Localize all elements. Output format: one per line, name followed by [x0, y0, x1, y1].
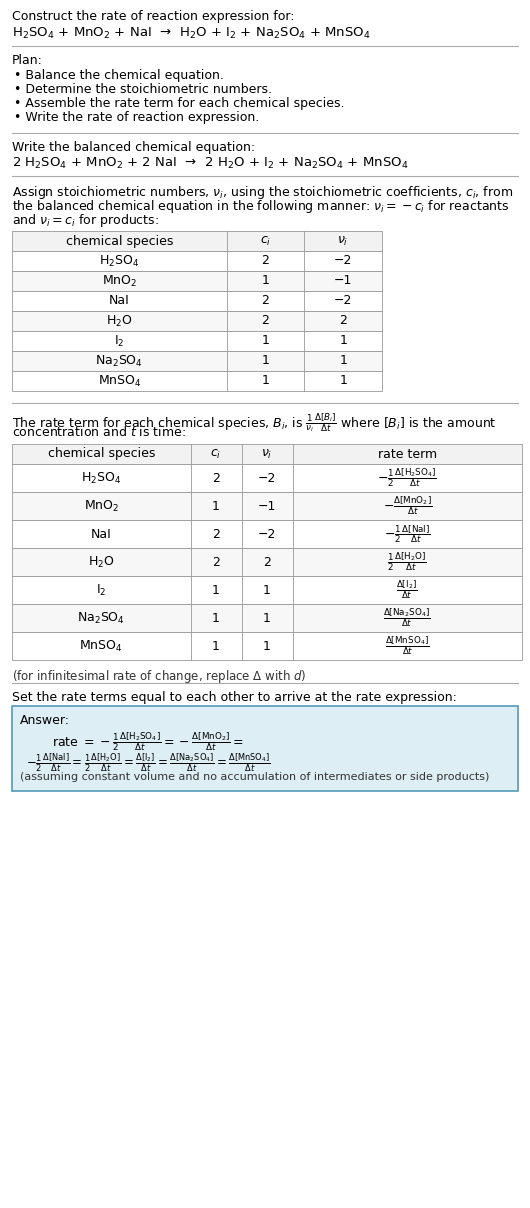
Bar: [12, 519, 522, 548]
Text: H$_2$O: H$_2$O: [88, 554, 114, 569]
Bar: [12, 291, 382, 310]
Text: $\nu_i$: $\nu_i$: [338, 234, 349, 248]
Text: 2: 2: [263, 556, 271, 569]
Text: 1: 1: [263, 611, 271, 625]
Text: 1: 1: [339, 335, 347, 348]
Text: MnSO$_4$: MnSO$_4$: [80, 639, 123, 654]
Text: MnO$_2$: MnO$_2$: [102, 273, 137, 289]
Bar: [12, 632, 522, 660]
Text: −1: −1: [258, 499, 276, 512]
Text: rate $= -\frac{1}{2}\frac{\Delta[\mathrm{H_2SO_4}]}{\Delta t} = -\frac{\Delta[\m: rate $= -\frac{1}{2}\frac{\Delta[\mathrm…: [52, 730, 244, 753]
Text: Na$_2$SO$_4$: Na$_2$SO$_4$: [95, 354, 143, 368]
Text: $\frac{\Delta[\mathrm{Na_2SO_4}]}{\Delta t}$: $\frac{\Delta[\mathrm{Na_2SO_4}]}{\Delta…: [383, 606, 431, 629]
Text: 1: 1: [261, 274, 269, 288]
Text: $c_i$: $c_i$: [210, 447, 222, 460]
Bar: [12, 310, 382, 331]
Text: 2: 2: [261, 295, 269, 308]
Text: Answer:: Answer:: [20, 714, 70, 727]
Bar: [12, 445, 522, 464]
Text: −2: −2: [334, 295, 352, 308]
Text: 1: 1: [339, 354, 347, 367]
Text: • Write the rate of reaction expression.: • Write the rate of reaction expression.: [14, 111, 259, 124]
Text: 1: 1: [212, 583, 220, 597]
Text: $-\frac{1}{2}\frac{\Delta[\mathrm{H_2SO_4}]}{\Delta t}$: $-\frac{1}{2}\frac{\Delta[\mathrm{H_2SO_…: [377, 466, 437, 489]
Text: $\frac{\Delta[\mathrm{MnSO_4}]}{\Delta t}$: $\frac{\Delta[\mathrm{MnSO_4}]}{\Delta t…: [385, 634, 429, 657]
Text: 1: 1: [261, 374, 269, 388]
Text: Write the balanced chemical equation:: Write the balanced chemical equation:: [12, 141, 255, 153]
Text: • Assemble the rate term for each chemical species.: • Assemble the rate term for each chemic…: [14, 97, 344, 110]
Text: MnSO$_4$: MnSO$_4$: [98, 373, 141, 389]
Text: $\nu_i$: $\nu_i$: [261, 447, 273, 460]
Text: I$_2$: I$_2$: [114, 333, 125, 349]
Text: H$_2$SO$_4$: H$_2$SO$_4$: [99, 254, 139, 268]
Text: Construct the rate of reaction expression for:: Construct the rate of reaction expressio…: [12, 10, 295, 23]
Bar: [12, 231, 382, 251]
Text: −1: −1: [334, 274, 352, 288]
Text: Set the rate terms equal to each other to arrive at the rate expression:: Set the rate terms equal to each other t…: [12, 691, 457, 704]
Text: • Determine the stoichiometric numbers.: • Determine the stoichiometric numbers.: [14, 83, 272, 95]
Text: −2: −2: [258, 528, 276, 540]
Bar: [12, 604, 522, 632]
Text: H$_2$SO$_4$: H$_2$SO$_4$: [81, 470, 121, 486]
Text: chemical species: chemical species: [66, 234, 173, 248]
Text: 2: 2: [212, 556, 220, 569]
Text: concentration and $t$ is time:: concentration and $t$ is time:: [12, 425, 186, 439]
Text: −2: −2: [334, 255, 352, 267]
Text: the balanced chemical equation in the following manner: $\nu_i = -c_i$ for react: the balanced chemical equation in the fo…: [12, 198, 509, 215]
Text: (assuming constant volume and no accumulation of intermediates or side products): (assuming constant volume and no accumul…: [20, 772, 489, 782]
Bar: [12, 464, 522, 492]
Text: rate term: rate term: [378, 447, 437, 460]
Text: 2: 2: [212, 471, 220, 484]
Bar: [12, 705, 518, 791]
Text: Assign stoichiometric numbers, $\nu_i$, using the stoichiometric coefficients, $: Assign stoichiometric numbers, $\nu_i$, …: [12, 184, 513, 201]
Bar: [12, 492, 522, 519]
Bar: [12, 576, 522, 604]
Text: $\frac{\Delta[\mathrm{I_2}]}{\Delta t}$: $\frac{\Delta[\mathrm{I_2}]}{\Delta t}$: [396, 579, 418, 602]
Text: 1: 1: [339, 374, 347, 388]
Text: −2: −2: [258, 471, 276, 484]
Text: Na$_2$SO$_4$: Na$_2$SO$_4$: [77, 610, 125, 626]
Text: 2: 2: [261, 255, 269, 267]
Text: 1: 1: [212, 611, 220, 625]
Text: 1: 1: [212, 499, 220, 512]
Text: H$_2$O: H$_2$O: [106, 313, 132, 329]
Text: 1: 1: [263, 639, 271, 652]
Text: 1: 1: [212, 639, 220, 652]
Text: 2 H$_2$SO$_4$ + MnO$_2$ + 2 NaI  →  2 H$_2$O + I$_2$ + Na$_2$SO$_4$ + MnSO$_4$: 2 H$_2$SO$_4$ + MnO$_2$ + 2 NaI → 2 H$_2…: [12, 156, 409, 172]
Text: NaI: NaI: [109, 295, 130, 308]
Text: (for infinitesimal rate of change, replace Δ with $d$): (for infinitesimal rate of change, repla…: [12, 668, 306, 685]
Bar: [12, 331, 382, 352]
Text: H$_2$SO$_4$ + MnO$_2$ + NaI  →  H$_2$O + I$_2$ + Na$_2$SO$_4$ + MnSO$_4$: H$_2$SO$_4$ + MnO$_2$ + NaI → H$_2$O + I…: [12, 27, 370, 41]
Text: and $\nu_i = c_i$ for products:: and $\nu_i = c_i$ for products:: [12, 211, 159, 230]
Bar: [12, 251, 382, 271]
Text: 2: 2: [212, 528, 220, 540]
Text: $-\frac{1}{2}\frac{\Delta[\mathrm{NaI}]}{\Delta t} = \frac{1}{2}\frac{\Delta[\ma: $-\frac{1}{2}\frac{\Delta[\mathrm{NaI}]}…: [26, 753, 271, 774]
Text: 2: 2: [261, 314, 269, 327]
Text: chemical species: chemical species: [48, 447, 155, 460]
Text: 1: 1: [263, 583, 271, 597]
Text: 1: 1: [261, 354, 269, 367]
Text: • Balance the chemical equation.: • Balance the chemical equation.: [14, 69, 224, 82]
Text: $c_i$: $c_i$: [260, 234, 271, 248]
Text: $-\frac{1}{2}\frac{\Delta[\mathrm{NaI}]}{\Delta t}$: $-\frac{1}{2}\frac{\Delta[\mathrm{NaI}]}…: [384, 523, 431, 545]
Text: The rate term for each chemical species, $B_i$, is $\frac{1}{\nu_i}\frac{\Delta[: The rate term for each chemical species,…: [12, 411, 497, 434]
Text: $\frac{1}{2}\frac{\Delta[\mathrm{H_2O}]}{\Delta t}$: $\frac{1}{2}\frac{\Delta[\mathrm{H_2O}]}…: [387, 551, 427, 574]
Text: NaI: NaI: [91, 528, 112, 540]
Text: 1: 1: [261, 335, 269, 348]
Bar: [12, 271, 382, 291]
Bar: [12, 352, 382, 371]
Text: 2: 2: [339, 314, 347, 327]
Bar: [12, 371, 382, 391]
Text: Plan:: Plan:: [12, 54, 43, 66]
Bar: [12, 548, 522, 576]
Text: I$_2$: I$_2$: [96, 582, 107, 598]
Text: $-\frac{\Delta[\mathrm{MnO_2}]}{\Delta t}$: $-\frac{\Delta[\mathrm{MnO_2}]}{\Delta t…: [383, 494, 432, 517]
Text: MnO$_2$: MnO$_2$: [84, 499, 119, 513]
